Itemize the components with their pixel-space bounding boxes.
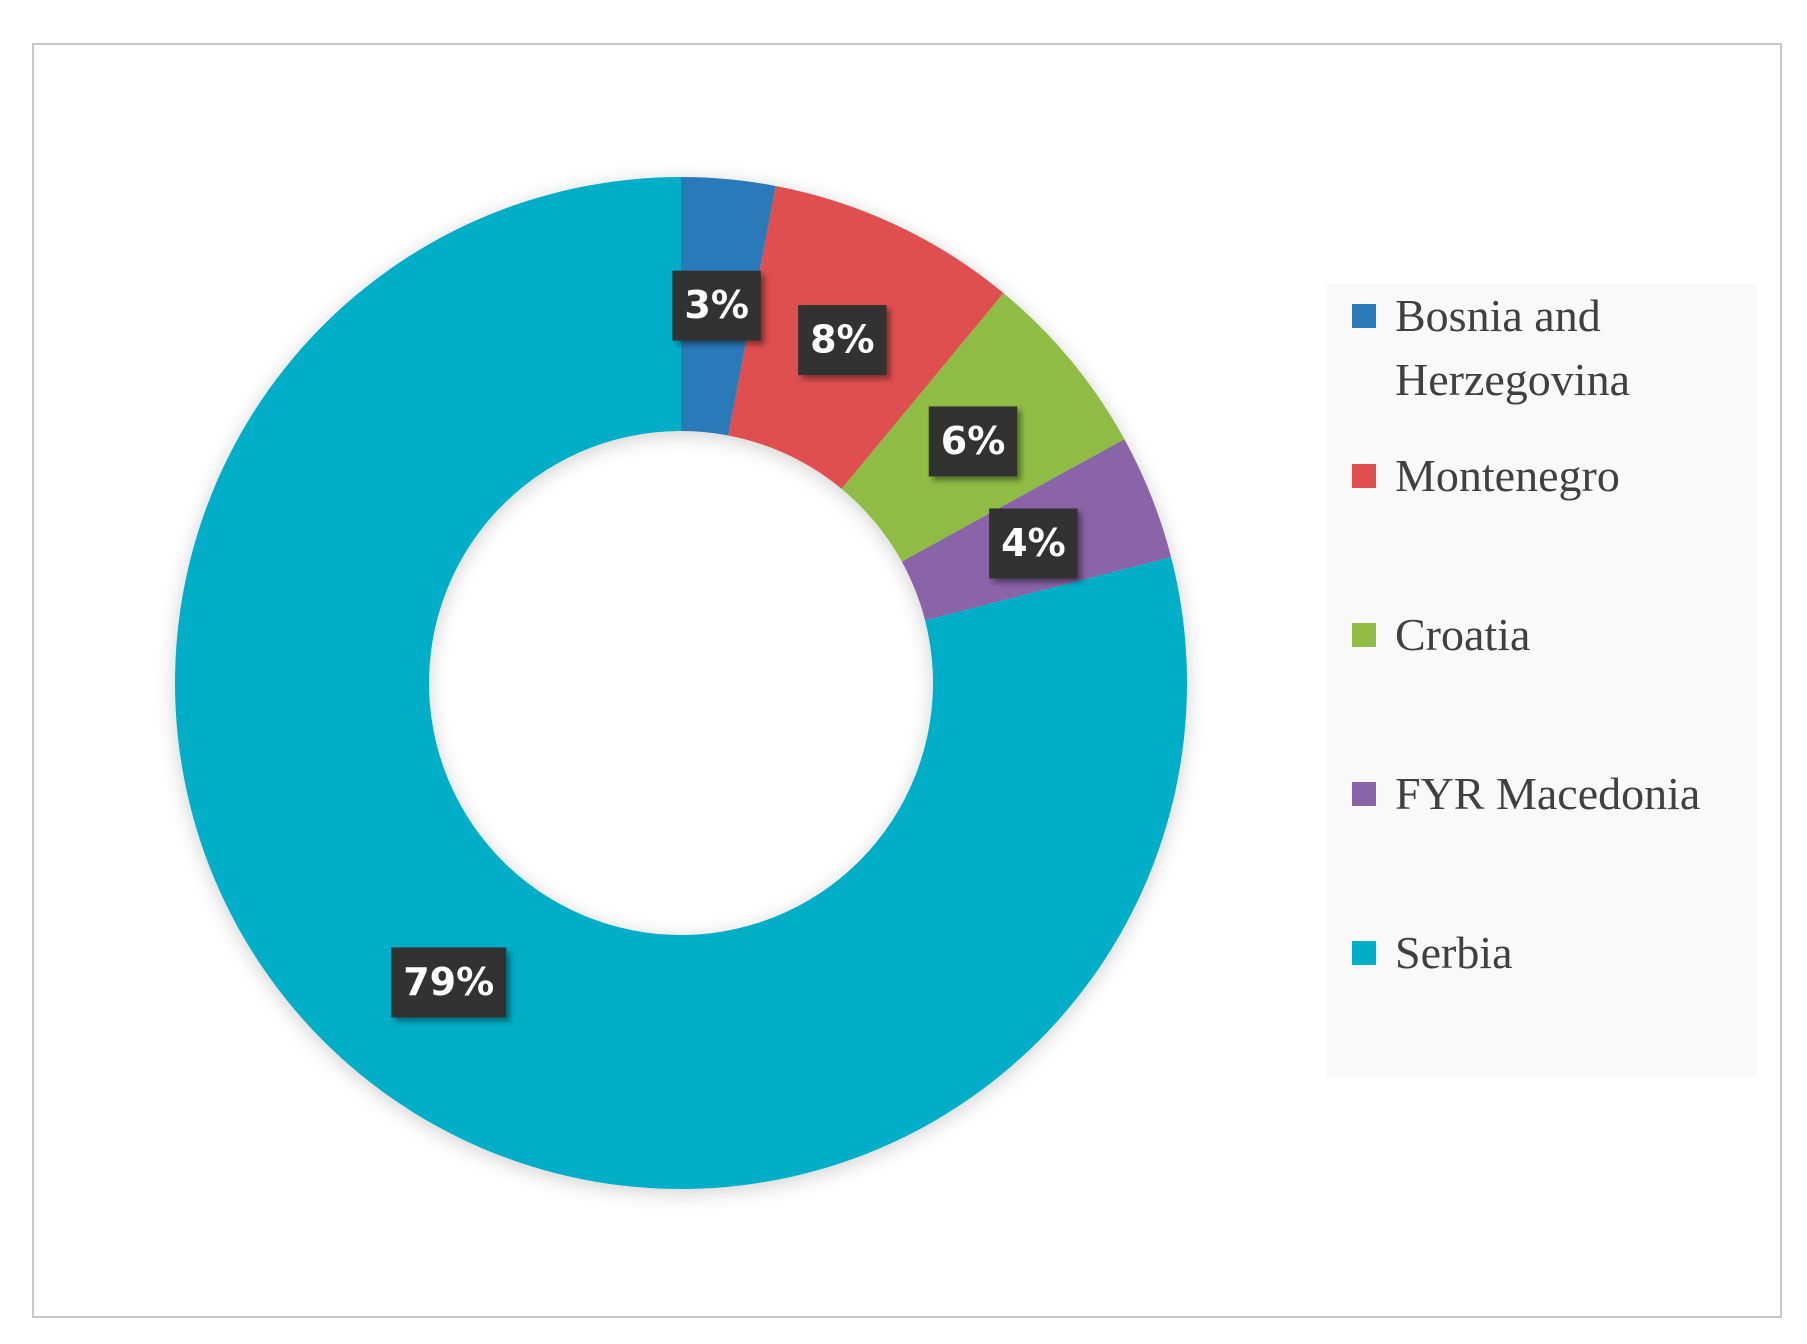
data-label: 3%	[672, 270, 761, 341]
data-labels: 3% 8% 6% 4% 79%	[391, 270, 1078, 1018]
data-label-box	[798, 305, 887, 376]
legend-swatch	[1352, 464, 1376, 488]
legend-swatch	[1352, 782, 1376, 806]
data-label: 79%	[391, 947, 507, 1018]
legend-label: Serbia	[1395, 927, 1513, 978]
data-label-text: 8%	[810, 318, 875, 362]
data-label-box	[989, 508, 1078, 579]
data-label: 6%	[928, 406, 1018, 477]
data-label-text: 3%	[684, 283, 749, 327]
donut-slice	[174, 177, 1187, 1189]
chart-frame	[32, 43, 1782, 1318]
legend: Bosnia and Herzegovina Montenegro Croatia F…	[1326, 284, 1757, 1077]
data-label: 8%	[798, 305, 887, 376]
legend-label: Croatia	[1395, 609, 1531, 660]
data-label-text: 79%	[403, 960, 494, 1004]
data-label-text: 4%	[1001, 521, 1066, 565]
legend-label: FYR Macedonia	[1395, 768, 1701, 819]
data-label: 4%	[989, 508, 1078, 579]
data-label-box	[928, 406, 1018, 477]
legend-swatch	[1352, 304, 1376, 328]
legend-swatch	[1352, 941, 1376, 965]
data-label-box	[391, 947, 507, 1018]
legend-label: Bosnia and Herzegovina	[1395, 290, 1630, 405]
data-label-text: 6%	[941, 419, 1006, 463]
data-label-box	[672, 270, 761, 341]
legend-swatch	[1352, 623, 1376, 647]
legend-label: Montenegro	[1395, 450, 1620, 501]
